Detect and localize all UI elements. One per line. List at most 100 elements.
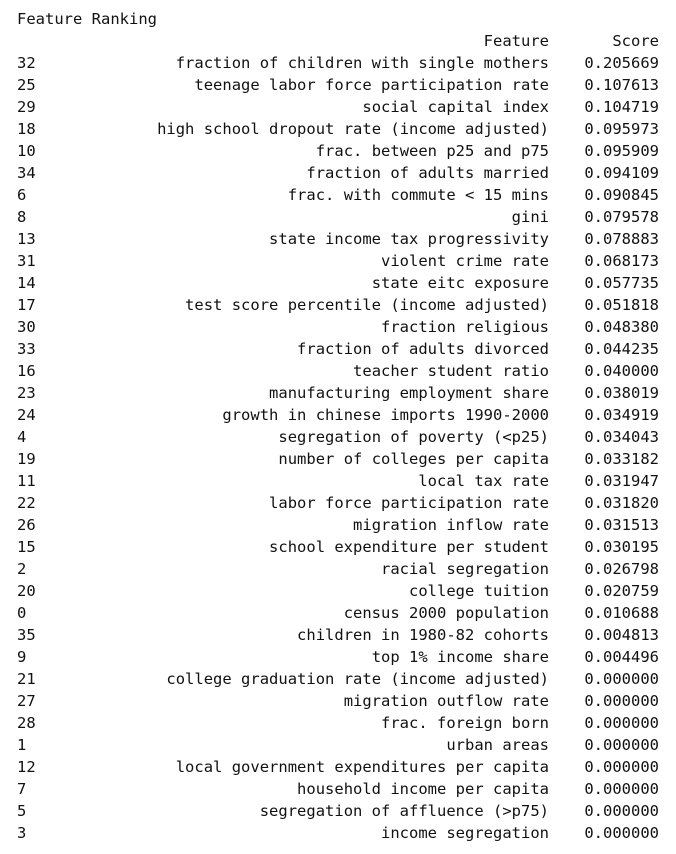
table-row: 8 gini 0.079578 — [17, 206, 659, 228]
row-feature: gini — [511, 208, 549, 226]
row-feature: teacher student ratio — [353, 362, 549, 380]
row-index: 6 — [17, 186, 27, 204]
row-index: 22 — [17, 494, 36, 512]
table-row: 1 urban areas 0.000000 — [17, 734, 659, 756]
row-index: 8 — [17, 208, 27, 226]
table-row: 6 frac. with commute < 15 mins 0.090845 — [17, 184, 659, 206]
row-feature: migration inflow rate — [353, 516, 549, 534]
row-index: 30 — [17, 318, 36, 336]
row-index: 34 — [17, 164, 36, 182]
table-row: 19 number of colleges per capita 0.033182 — [17, 448, 659, 470]
row-feature: migration outflow rate — [343, 692, 549, 710]
row-score: 0.079578 — [584, 208, 659, 226]
row-index: 0 — [17, 604, 27, 622]
row-feature: fraction religious — [381, 318, 549, 336]
page-title: Feature Ranking — [17, 10, 157, 28]
table-row: 5 segregation of affluence (>p75) 0.000000 — [17, 800, 659, 822]
row-index: 9 — [17, 648, 27, 666]
row-feature: frac. with commute < 15 mins — [287, 186, 549, 204]
row-index: 17 — [17, 296, 36, 314]
row-score: 0.040000 — [584, 362, 659, 380]
table-row: 31 violent crime rate 0.068173 — [17, 250, 659, 272]
row-index: 33 — [17, 340, 36, 358]
table-row: 0 census 2000 population 0.010688 — [17, 602, 659, 624]
row-feature: manufacturing employment share — [269, 384, 549, 402]
row-feature: income segregation — [381, 824, 549, 842]
table-row: 29 social capital index 0.104719 — [17, 96, 659, 118]
table-row: 17 test score percentile (income adjusted… — [17, 294, 659, 316]
table-row: 3 income segregation 0.000000 — [17, 822, 659, 844]
row-score: 0.004496 — [584, 648, 659, 666]
row-feature: school expenditure per student — [269, 538, 549, 556]
row-score: 0.104719 — [584, 98, 659, 116]
row-index: 26 — [17, 516, 36, 534]
row-feature: segregation of affluence (>p75) — [259, 802, 549, 820]
row-score: 0.000000 — [584, 670, 659, 688]
row-score: 0.094109 — [584, 164, 659, 182]
row-index: 16 — [17, 362, 36, 380]
row-score: 0.034919 — [584, 406, 659, 424]
table-row: 24 growth in chinese imports 1990-2000 0.0… — [17, 404, 659, 426]
header-score: Score — [612, 32, 659, 50]
table-row: 2 racial segregation 0.026798 — [17, 558, 659, 580]
row-score: 0.078883 — [584, 230, 659, 248]
header-index — [17, 30, 51, 52]
row-index: 5 — [17, 802, 27, 820]
row-score: 0.000000 — [584, 824, 659, 842]
row-score: 0.000000 — [584, 714, 659, 732]
row-index: 29 — [17, 98, 36, 116]
table-row: 28 frac. foreign born 0.000000 — [17, 712, 659, 734]
table-row: 11 local tax rate 0.031947 — [17, 470, 659, 492]
row-index: 7 — [17, 780, 27, 798]
row-score: 0.057735 — [584, 274, 659, 292]
row-index: 35 — [17, 626, 36, 644]
row-score: 0.000000 — [584, 758, 659, 776]
row-index: 4 — [17, 428, 27, 446]
row-score: 0.026798 — [584, 560, 659, 578]
table-row: 30 fraction religious 0.048380 — [17, 316, 659, 338]
row-score: 0.033182 — [584, 450, 659, 468]
row-index: 12 — [17, 758, 36, 776]
feature-ranking-table: Feature Score 32 fraction of children wit… — [17, 30, 659, 844]
table-row: 10 frac. between p25 and p75 0.095909 — [17, 140, 659, 162]
row-feature: social capital index — [362, 98, 549, 116]
table-row: 20 college tuition 0.020759 — [17, 580, 659, 602]
row-score: 0.034043 — [584, 428, 659, 446]
row-index: 31 — [17, 252, 36, 270]
row-feature: teenage labor force participation rate — [194, 76, 549, 94]
row-feature: frac. between p25 and p75 — [315, 142, 549, 160]
row-feature: fraction of adults divorced — [297, 340, 549, 358]
table-row: 22 labor force participation rate 0.031820 — [17, 492, 659, 514]
row-index: 19 — [17, 450, 36, 468]
row-score: 0.031513 — [584, 516, 659, 534]
row-score: 0.010688 — [584, 604, 659, 622]
row-feature: segregation of poverty (<p25) — [278, 428, 549, 446]
row-feature: college graduation rate (income adjusted… — [166, 670, 549, 688]
row-score: 0.031947 — [584, 472, 659, 490]
header-feature: Feature — [483, 32, 549, 50]
row-score: 0.038019 — [584, 384, 659, 402]
table-row: 33 fraction of adults divorced 0.044235 — [17, 338, 659, 360]
row-feature: children in 1980-82 cohorts — [297, 626, 549, 644]
row-feature: fraction of adults married — [306, 164, 549, 182]
row-feature: labor force participation rate — [269, 494, 549, 512]
row-index: 28 — [17, 714, 36, 732]
table-row: 27 migration outflow rate 0.000000 — [17, 690, 659, 712]
row-index: 23 — [17, 384, 36, 402]
row-score: 0.020759 — [584, 582, 659, 600]
row-index: 1 — [17, 736, 27, 754]
row-feature: test score percentile (income adjusted) — [185, 296, 549, 314]
row-score: 0.095973 — [584, 120, 659, 138]
row-index: 3 — [17, 824, 27, 842]
table-row: 21 college graduation rate (income adjust… — [17, 668, 659, 690]
row-score: 0.031820 — [584, 494, 659, 512]
table-row: 13 state income tax progressivity 0.078883 — [17, 228, 659, 250]
row-index: 14 — [17, 274, 36, 292]
row-score: 0.000000 — [584, 692, 659, 710]
row-index: 25 — [17, 76, 36, 94]
row-index: 11 — [17, 472, 36, 490]
row-feature: racial segregation — [381, 560, 549, 578]
row-feature: census 2000 population — [343, 604, 549, 622]
table-row: 23 manufacturing employment share 0.038019 — [17, 382, 659, 404]
table-header-row: Feature Score — [17, 30, 659, 52]
